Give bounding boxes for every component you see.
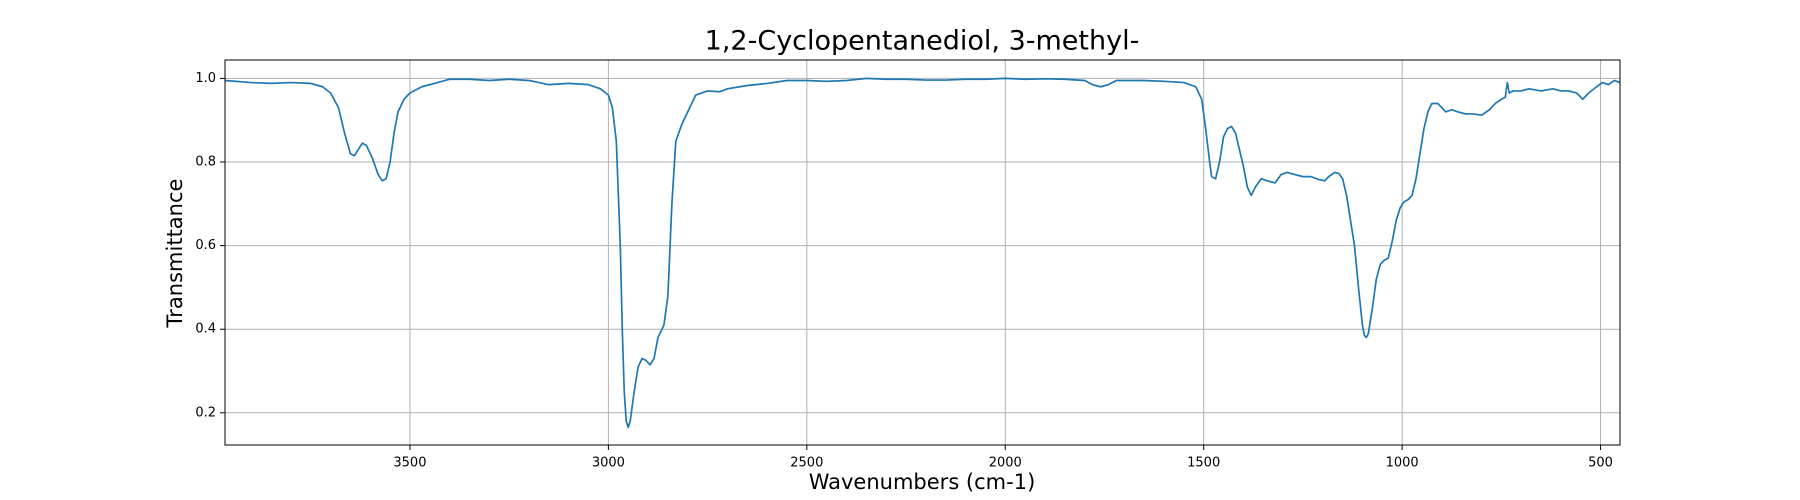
y-tick-label: 0.8 <box>195 154 216 169</box>
plot-frame <box>224 59 1621 446</box>
x-tick-label: 3000 <box>592 456 625 471</box>
x-tick-label: 3500 <box>393 456 426 471</box>
chart-title: 1,2-Cyclopentanediol, 3-methyl- <box>705 26 1140 57</box>
x-axis-label: Wavenumbers (cm-1) <box>809 470 1036 494</box>
x-tick-label: 1500 <box>1187 456 1220 471</box>
x-tick-label: 2500 <box>790 456 823 471</box>
y-tick-label: 0.4 <box>195 322 216 337</box>
y-axis-label: Transmittance <box>163 179 187 329</box>
spectrum-line <box>224 77 1621 429</box>
y-tick-label: 1.0 <box>195 71 216 86</box>
x-tick-label: 1000 <box>1386 456 1419 471</box>
y-tick-label: 0.6 <box>195 238 216 253</box>
x-tick-label: 500 <box>1588 456 1613 471</box>
y-tick-label: 0.2 <box>195 405 216 420</box>
x-tick-label: 2000 <box>989 456 1022 471</box>
